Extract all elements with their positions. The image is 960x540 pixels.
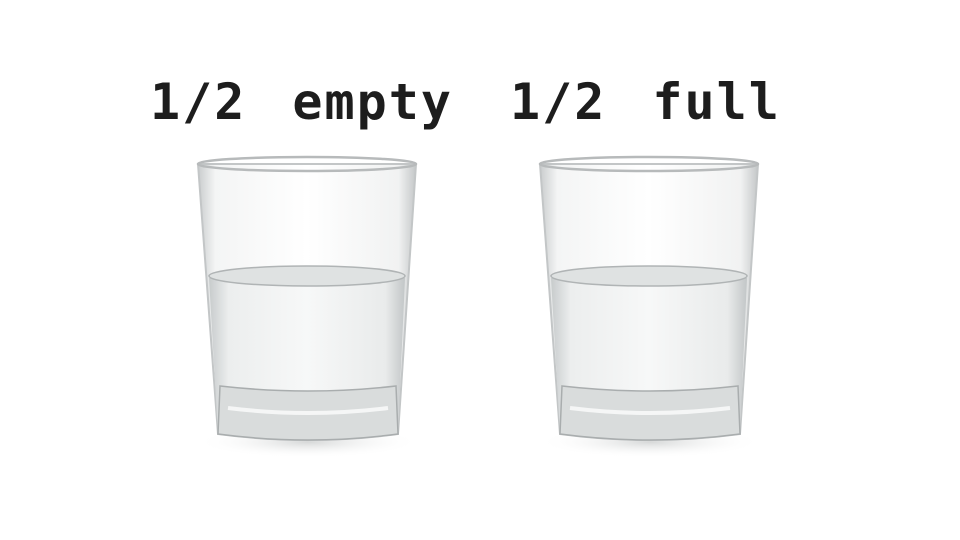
glass-rim: [538, 155, 760, 173]
half-full-label: 1/2 full: [510, 73, 781, 131]
glass-base-highlight: [227, 406, 389, 415]
water-surface: [550, 265, 748, 287]
right-water-glass: [538, 155, 762, 458]
glass-rim: [196, 155, 418, 173]
half-empty-label: 1/2 empty: [150, 73, 453, 131]
left-water-glass: [196, 155, 420, 458]
glass-base-highlight: [569, 406, 731, 415]
water-surface: [208, 265, 406, 287]
